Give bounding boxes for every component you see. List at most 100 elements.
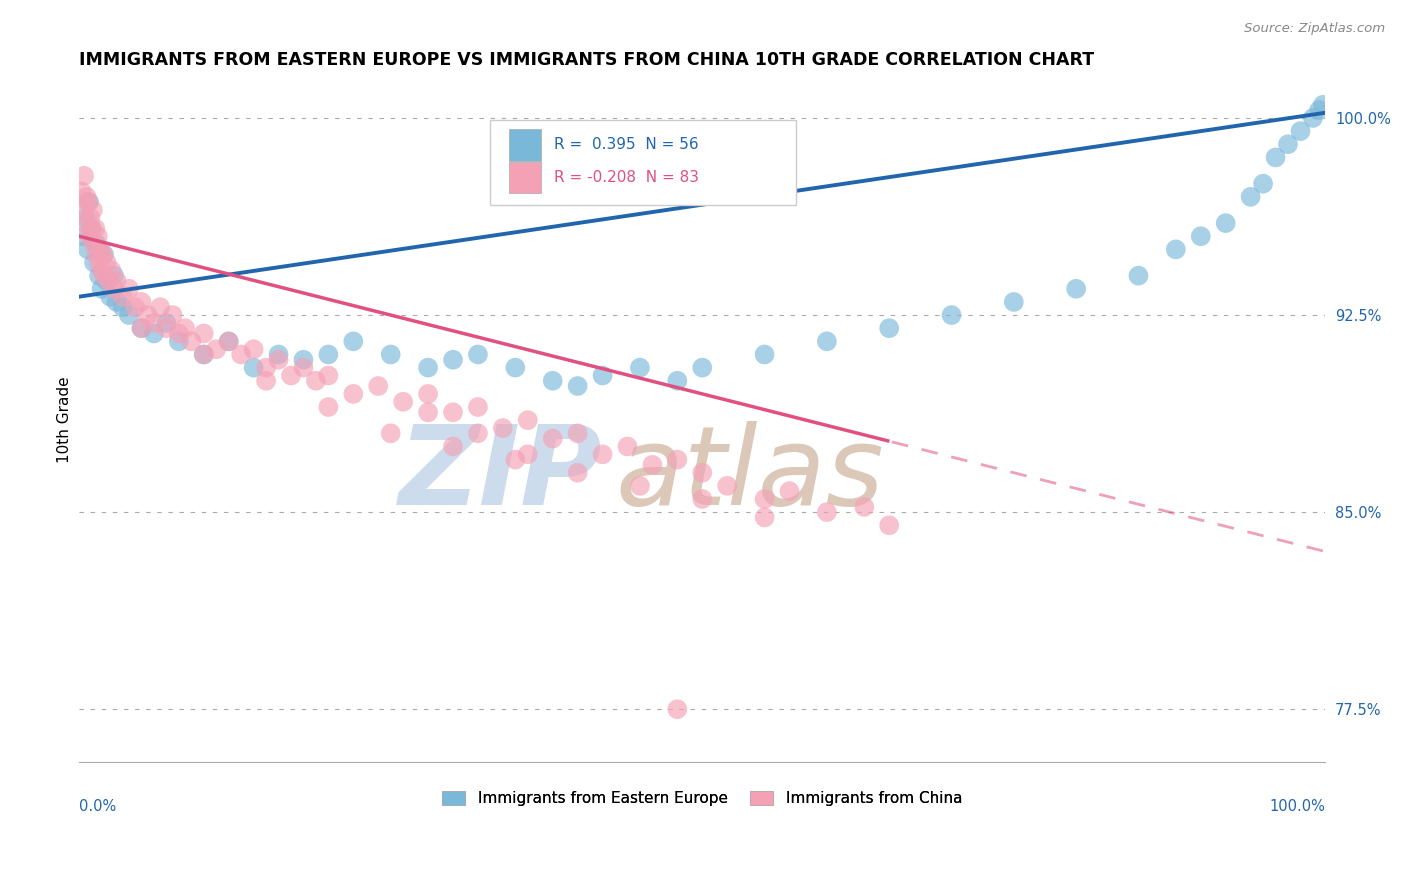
Point	[467, 347, 489, 361]
Point	[441, 405, 464, 419]
Point	[516, 447, 538, 461]
Point	[72, 229, 94, 244]
Point	[666, 374, 689, 388]
Point	[592, 447, 614, 461]
Point	[142, 316, 165, 330]
Point	[105, 294, 128, 309]
Point	[292, 360, 315, 375]
Point	[541, 374, 564, 388]
Point	[342, 387, 364, 401]
Point	[131, 321, 153, 335]
Point	[1189, 229, 1212, 244]
Point	[142, 326, 165, 341]
Point	[505, 360, 527, 375]
Point	[254, 374, 277, 388]
Point	[87, 229, 110, 244]
Point	[162, 308, 184, 322]
Point	[628, 479, 651, 493]
Point	[541, 432, 564, 446]
Point	[416, 405, 439, 419]
Point	[877, 321, 900, 335]
Point	[441, 352, 464, 367]
Point	[690, 360, 713, 375]
Point	[83, 255, 105, 269]
Point	[131, 321, 153, 335]
Point	[96, 255, 118, 269]
Point	[103, 282, 125, 296]
Point	[193, 326, 215, 341]
Point	[218, 334, 240, 349]
Point	[167, 334, 190, 349]
Point	[84, 221, 107, 235]
Point	[76, 243, 98, 257]
Point	[93, 247, 115, 261]
Legend: Immigrants from Eastern Europe, Immigrants from China: Immigrants from Eastern Europe, Immigran…	[436, 785, 969, 813]
Point	[567, 466, 589, 480]
Point	[70, 185, 93, 199]
Point	[118, 308, 141, 322]
Point	[231, 347, 253, 361]
Point	[592, 368, 614, 383]
Point	[76, 190, 98, 204]
Point	[1002, 294, 1025, 309]
Point	[80, 221, 103, 235]
Point	[1064, 282, 1087, 296]
Point	[779, 484, 801, 499]
Text: R = -0.208  N = 83: R = -0.208 N = 83	[554, 170, 699, 186]
Point	[75, 216, 97, 230]
Point	[87, 268, 110, 283]
Point	[105, 274, 128, 288]
Point	[716, 479, 738, 493]
Point	[86, 247, 108, 261]
Point	[75, 211, 97, 225]
Point	[392, 394, 415, 409]
Point	[416, 387, 439, 401]
Point	[77, 195, 100, 210]
Point	[79, 211, 101, 225]
Point	[1251, 177, 1274, 191]
Point	[318, 347, 340, 361]
Point	[641, 458, 664, 472]
Point	[318, 368, 340, 383]
Point	[100, 263, 122, 277]
Text: atlas: atlas	[614, 421, 883, 528]
Point	[1164, 243, 1187, 257]
Point	[754, 347, 776, 361]
Point	[91, 247, 114, 261]
Point	[380, 426, 402, 441]
Point	[1312, 98, 1334, 112]
Point	[254, 360, 277, 375]
Point	[516, 413, 538, 427]
Point	[567, 379, 589, 393]
Point	[111, 300, 134, 314]
Point	[853, 500, 876, 514]
FancyBboxPatch shape	[509, 129, 541, 161]
Text: ZIP: ZIP	[399, 421, 603, 528]
Point	[1215, 216, 1237, 230]
Point	[90, 282, 112, 296]
Point	[149, 300, 172, 314]
Point	[754, 491, 776, 506]
Point	[174, 321, 197, 335]
Point	[815, 505, 838, 519]
Point	[1289, 124, 1312, 138]
Point	[86, 237, 108, 252]
Point	[124, 300, 146, 314]
Point	[666, 702, 689, 716]
Point	[73, 169, 96, 183]
Point	[167, 326, 190, 341]
Point	[89, 243, 111, 257]
Point	[98, 290, 121, 304]
Point	[441, 440, 464, 454]
Point	[267, 352, 290, 367]
Point	[305, 374, 328, 388]
Point	[690, 491, 713, 506]
FancyBboxPatch shape	[509, 162, 541, 194]
Point	[180, 334, 202, 349]
Point	[815, 334, 838, 349]
Point	[1302, 111, 1324, 125]
Point	[80, 221, 103, 235]
Point	[280, 368, 302, 383]
Point	[118, 282, 141, 296]
Point	[1277, 137, 1299, 152]
